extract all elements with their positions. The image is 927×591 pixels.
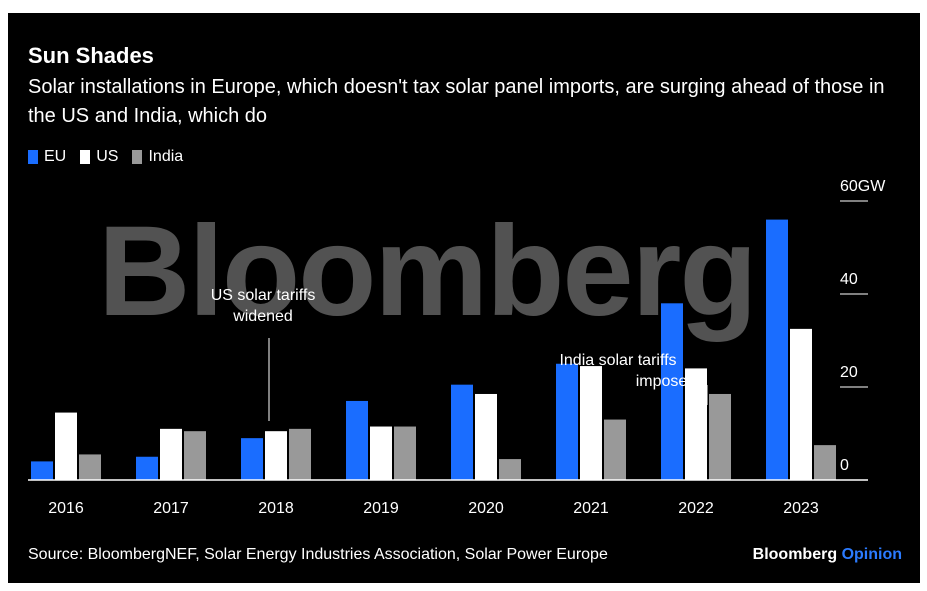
bar-eu-2020 (451, 384, 473, 480)
bar-us-2023 (790, 328, 812, 480)
legend-label-us: US (96, 148, 119, 165)
bar-eu-2021 (556, 363, 578, 480)
bar-india-2020 (499, 459, 521, 480)
bar-india-2018 (289, 428, 311, 480)
x-tick-label: 2021 (573, 500, 609, 517)
bloomberg-watermark: Bloomberg (98, 200, 758, 343)
source-note: Source: BloombergNEF, Solar Energy Indus… (28, 546, 608, 563)
x-tick-label: 2018 (258, 500, 294, 517)
x-tick-label: 2016 (48, 500, 84, 517)
bar-eu-2019 (346, 400, 368, 480)
bar-us-2018 (265, 431, 287, 480)
legend-label-india: India (148, 148, 184, 165)
bar-india-2022 (709, 393, 731, 480)
annotation-label: widened (232, 308, 293, 325)
y-tick-label: 60GW (840, 178, 886, 195)
chart-plot: 0 20 40 60GW 2016 2017 2018 2019 2020 2021 2022 202… (28, 178, 886, 517)
y-tick-label: 40 (840, 271, 858, 288)
bar-us-2019 (370, 426, 392, 480)
bar-eu-2022 (661, 303, 683, 480)
chart-subtitle: Solar installations in Europe, which doe… (28, 76, 885, 127)
bar-india-2019 (394, 426, 416, 480)
bar-eu-2017 (136, 456, 158, 480)
x-tick-label: 2020 (468, 500, 504, 517)
annotation-label: US solar tariffs (211, 287, 316, 304)
x-tick-label: 2023 (783, 500, 819, 517)
bar-us-2021 (580, 366, 602, 480)
y-tick-label: 20 (840, 364, 858, 381)
bar-india-2017 (184, 431, 206, 480)
legend-label-eu: EU (44, 148, 67, 165)
bar-us-2016 (55, 412, 77, 480)
brand-name: Bloomberg (752, 546, 838, 563)
bar-eu-2016 (31, 461, 53, 480)
legend-item-india: India (132, 148, 183, 166)
legend-swatch-eu (28, 150, 38, 164)
annotation-label: imposed (636, 373, 696, 390)
x-tick-label: 2022 (678, 500, 714, 517)
brand-logo: Bloomberg Opinion (753, 546, 902, 564)
legend: EU US India (28, 148, 197, 166)
annotation-label: India solar tariffs (559, 352, 676, 369)
chart-title: Sun Shades (28, 43, 154, 68)
legend-item-eu: EU (28, 148, 66, 166)
x-tick-label: 2019 (363, 500, 399, 517)
bar-us-2022 (685, 368, 707, 480)
legend-swatch-us (80, 150, 91, 164)
bar-eu-2023 (766, 219, 788, 480)
bar-eu-2018 (241, 438, 263, 480)
brand-opinion: Opinion (841, 546, 902, 563)
bar-india-2023 (814, 445, 836, 480)
legend-swatch-india (132, 150, 143, 164)
legend-item-us: US (80, 148, 118, 166)
bar-us-2020 (475, 393, 497, 480)
bar-india-2016 (79, 454, 101, 480)
chart-card: Sun Shades Solar installations in Europe… (8, 13, 920, 583)
bar-us-2017 (160, 428, 182, 480)
x-tick-label: 2017 (153, 500, 189, 517)
y-tick-label: 0 (840, 457, 849, 474)
bar-india-2021 (604, 419, 626, 480)
